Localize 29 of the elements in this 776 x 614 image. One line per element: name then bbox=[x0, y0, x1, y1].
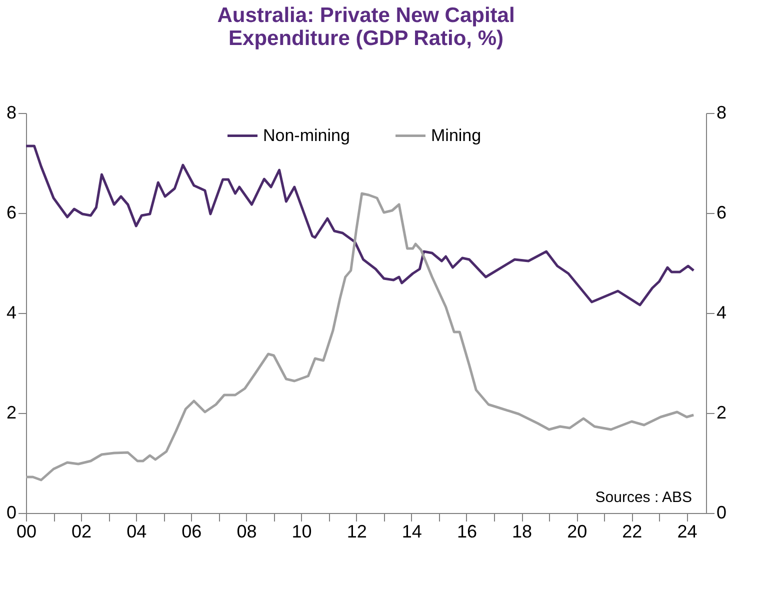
y2-tick-label: 8 bbox=[716, 102, 727, 122]
y-tick-label: 0 bbox=[6, 502, 16, 522]
y-tick-label: 4 bbox=[6, 302, 16, 322]
x-tick-label: 18 bbox=[512, 522, 532, 542]
x-tick-label: 00 bbox=[16, 522, 37, 542]
chart-title: Australia: Private New Capital Expenditure (GDP Ratio, %) bbox=[217, 4, 515, 50]
y-tick-label: 6 bbox=[6, 202, 16, 222]
y2-tick-label: 6 bbox=[716, 202, 727, 222]
y2-tick-label: 4 bbox=[716, 302, 727, 322]
x-tick-label: 16 bbox=[456, 522, 477, 542]
y2-tick-label: 2 bbox=[716, 402, 727, 422]
x-tick-label: 24 bbox=[677, 522, 698, 542]
x-tick-label: 08 bbox=[236, 522, 257, 542]
legend-label: Non-mining bbox=[263, 126, 350, 145]
x-tick-label: 12 bbox=[346, 522, 367, 542]
x-tick-label: 10 bbox=[292, 522, 312, 542]
y-tick-label: 2 bbox=[6, 402, 16, 422]
annotation: Sources : ABS bbox=[595, 489, 692, 506]
x-tick-label: 22 bbox=[622, 522, 642, 542]
x-tick-label: 02 bbox=[72, 522, 92, 542]
y2-tick-label: 0 bbox=[716, 502, 727, 522]
x-tick-label: 14 bbox=[402, 522, 422, 542]
x-tick-label: 04 bbox=[126, 522, 147, 542]
y-tick-label: 8 bbox=[6, 102, 16, 122]
legend-label: Mining bbox=[431, 126, 482, 145]
line-series bbox=[24, 144, 695, 306]
x-tick-label: 06 bbox=[182, 522, 202, 542]
line-series bbox=[24, 192, 695, 482]
x-tick-label: 20 bbox=[567, 522, 588, 542]
